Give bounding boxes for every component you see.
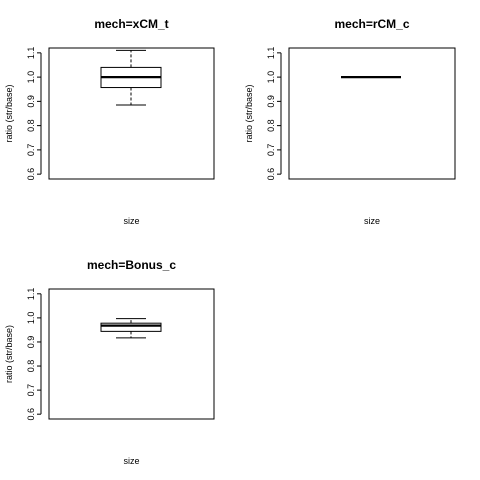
- panel-3: mech=Bonus_c 0.6 0.7 0.8 0.9 1.0 1.1 ratio (str…: [4, 258, 215, 466]
- y-tick-label: 1.0: [26, 71, 36, 84]
- y-tick-label: 0.8: [266, 119, 276, 132]
- y-axis-label: ratio (str/base): [244, 84, 254, 142]
- box-iqr: [100, 322, 162, 332]
- x-axis-label: size: [364, 216, 380, 226]
- y-tick-label: 0.9: [26, 336, 36, 349]
- y-tick-label: 0.9: [266, 95, 276, 108]
- panel-1: mech=xCM_t 0.6 0.7 0.8 0.9 1.0 1.1 ratio (str/b…: [4, 17, 215, 226]
- x-axis-label: size: [123, 216, 139, 226]
- y-tick-label: 1.1: [26, 47, 36, 60]
- y-tick-label: 0.6: [26, 408, 36, 421]
- y-tick-label: 0.8: [26, 360, 36, 373]
- panel-title: mech=rCM_c: [334, 17, 409, 31]
- y-axis-label: ratio (str/base): [4, 325, 14, 383]
- x-axis-label: size: [123, 456, 139, 466]
- panel-title: mech=Bonus_c: [87, 258, 176, 272]
- y-axis-label: ratio (str/base): [4, 84, 14, 142]
- y-tick-label: 0.7: [266, 144, 276, 157]
- plot-frame: [48, 47, 215, 180]
- y-tick-label: 0.6: [26, 168, 36, 181]
- y-tick-label: 0.7: [26, 144, 36, 157]
- y-tick-label: 0.6: [266, 168, 276, 181]
- y-tick-label: 0.8: [26, 119, 36, 132]
- panel-title: mech=xCM_t: [94, 17, 168, 31]
- y-tick-label: 1.1: [26, 288, 36, 301]
- plot-frame: [48, 288, 215, 420]
- plot-frame: [288, 47, 456, 180]
- y-tick-label: 0.9: [26, 95, 36, 108]
- y-tick-label: 1.0: [266, 71, 276, 84]
- y-tick-label: 1.1: [266, 47, 276, 60]
- y-tick-label: 1.0: [26, 312, 36, 325]
- y-tick-label: 0.7: [26, 384, 36, 397]
- panel-2: mech=rCM_c 0.6 0.7 0.8 0.9 1.0 1.1 ratio (str/b…: [244, 17, 456, 226]
